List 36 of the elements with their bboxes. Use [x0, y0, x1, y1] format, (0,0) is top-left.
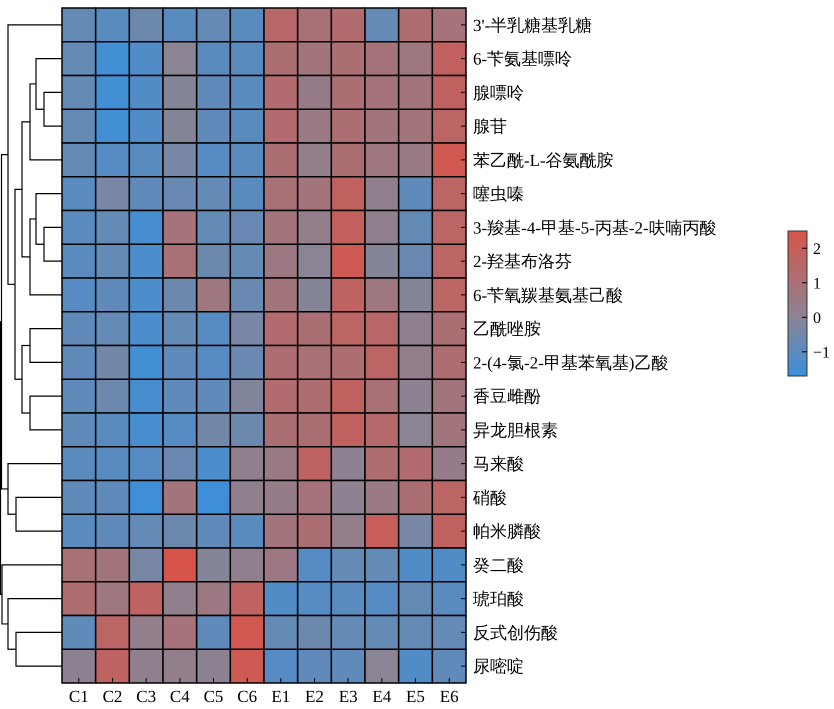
y-tick-label: 3-羧基-4-甲基-5-丙基-2-呋喃丙酸 [473, 218, 717, 238]
x-tick-label: E6 [440, 687, 459, 706]
x-tick-label: E4 [372, 687, 392, 706]
y-tick-label: 腺嘌呤 [473, 83, 524, 102]
y-tick-label: 硝酸 [472, 488, 507, 508]
x-tick-label: C6 [237, 687, 258, 706]
x-tick-label: C1 [68, 687, 89, 706]
y-tick-label: 尿嘧啶 [473, 657, 524, 676]
x-tick-label: E1 [271, 687, 290, 706]
y-tick-label: 2-(4-氯-2-甲基苯氧基)乙酸 [473, 353, 668, 372]
y-tick-label: 反式创伤酸 [473, 623, 558, 642]
x-tick-label: C3 [136, 687, 156, 706]
y-tick-label: 6-苄氧羰基氨基己酸 [473, 286, 624, 305]
y-tick-label: 琥珀酸 [473, 590, 524, 609]
color-bar-label: 1 [813, 275, 821, 292]
x-tick-label: C2 [102, 687, 122, 706]
y-tick-label: 苯乙酰-L-谷氨酰胺 [473, 150, 614, 170]
y-tick-label: 3'-半乳糖基乳糖 [473, 16, 592, 35]
y-tick-label: 马来酸 [473, 454, 524, 474]
x-tick-label: E2 [305, 687, 324, 706]
y-tick-label: 噻虫嗪 [473, 184, 524, 204]
x-tick-label: C5 [204, 687, 224, 706]
x-tick-label: C4 [170, 687, 190, 706]
y-tick-label: 2-羟基布洛芬 [473, 252, 572, 272]
x-tick-label: E5 [406, 687, 425, 706]
x-tick-label: E3 [338, 687, 358, 706]
y-tick-label: 香豆雌酚 [473, 387, 541, 406]
color-bar-label: 0 [813, 310, 821, 327]
y-tick-label: 乙酰唑胺 [473, 320, 541, 339]
y-tick-label: 帕米膦酸 [473, 522, 541, 542]
y-tick-label: 6-苄氨基嘌呤 [473, 50, 572, 69]
y-tick-label: 癸二酸 [473, 556, 524, 575]
color-bar-label: −1 [813, 344, 830, 362]
color-bar-label: 2 [813, 240, 821, 258]
y-tick-label: 异龙胆根素 [473, 420, 558, 440]
y-tick-label: 腺苷 [473, 117, 507, 136]
